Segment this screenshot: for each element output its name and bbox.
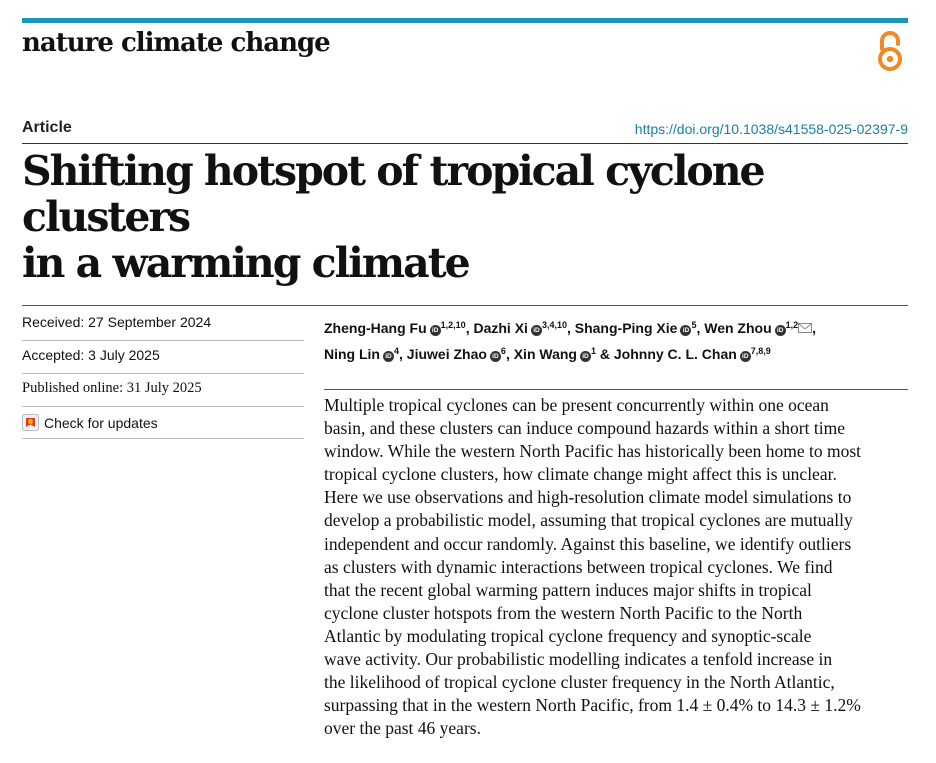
title-line-1: Shifting hotspot of tropical cyclone clu…: [22, 147, 766, 241]
orcid-icon[interactable]: iD: [680, 325, 692, 336]
abstract-text: Multiple tropical cyclones can be presen…: [324, 395, 862, 739]
orcid-icon[interactable]: iD: [739, 351, 751, 362]
author[interactable]: Jiuwei Zhao iD6: [406, 346, 506, 362]
orcid-icon[interactable]: iD: [579, 351, 591, 362]
article-type: Article: [22, 119, 72, 136]
check-updates-icon: [22, 414, 39, 431]
orcid-icon[interactable]: iD: [774, 325, 786, 336]
check-updates-button[interactable]: Check for updates: [22, 414, 304, 431]
abstract-divider: [324, 389, 908, 390]
meta-divider: [22, 340, 304, 341]
published-date: Published online: 31 July 2025: [22, 380, 202, 396]
check-updates-label: Check for updates: [44, 414, 158, 431]
header-divider: [22, 143, 908, 144]
author[interactable]: Xin Wang iD1: [513, 346, 596, 362]
author[interactable]: Wen Zhou iD1,2: [704, 320, 813, 336]
author[interactable]: Ning Lin iD4: [324, 346, 400, 362]
email-icon[interactable]: [798, 323, 813, 333]
article-title: Shifting hotspot of tropical cyclone clu…: [22, 148, 912, 286]
header-accent-bar: [22, 18, 908, 23]
open-access-icon: [878, 31, 902, 71]
author[interactable]: Johnny C. L. Chan iD7,8,9: [613, 346, 771, 362]
received-date: Received: 27 September 2024: [22, 314, 212, 330]
journal-name[interactable]: nature climate change: [22, 28, 331, 58]
meta-divider: [22, 406, 304, 407]
section-divider: [22, 305, 908, 306]
doi-link[interactable]: https://doi.org/10.1038/s41558-025-02397…: [634, 121, 908, 137]
author-list: Zheng-Hang Fu iD1,2,10, Dazhi Xi iD3,4,10,…: [324, 320, 817, 362]
orcid-icon[interactable]: iD: [489, 351, 501, 362]
author[interactable]: Dazhi Xi iD3,4,10: [473, 320, 567, 336]
orcid-icon[interactable]: iD: [383, 351, 394, 362]
orcid-icon[interactable]: iD: [429, 325, 441, 336]
meta-divider: [22, 438, 304, 439]
author[interactable]: Zheng-Hang Fu iD1,2,10: [324, 320, 466, 336]
title-line-2: in a warming climate: [22, 239, 471, 287]
author[interactable]: Shang-Ping Xie iD5: [574, 320, 697, 336]
accepted-date: Accepted: 3 July 2025: [22, 347, 160, 363]
orcid-icon[interactable]: iD: [530, 325, 542, 336]
meta-divider: [22, 373, 304, 374]
